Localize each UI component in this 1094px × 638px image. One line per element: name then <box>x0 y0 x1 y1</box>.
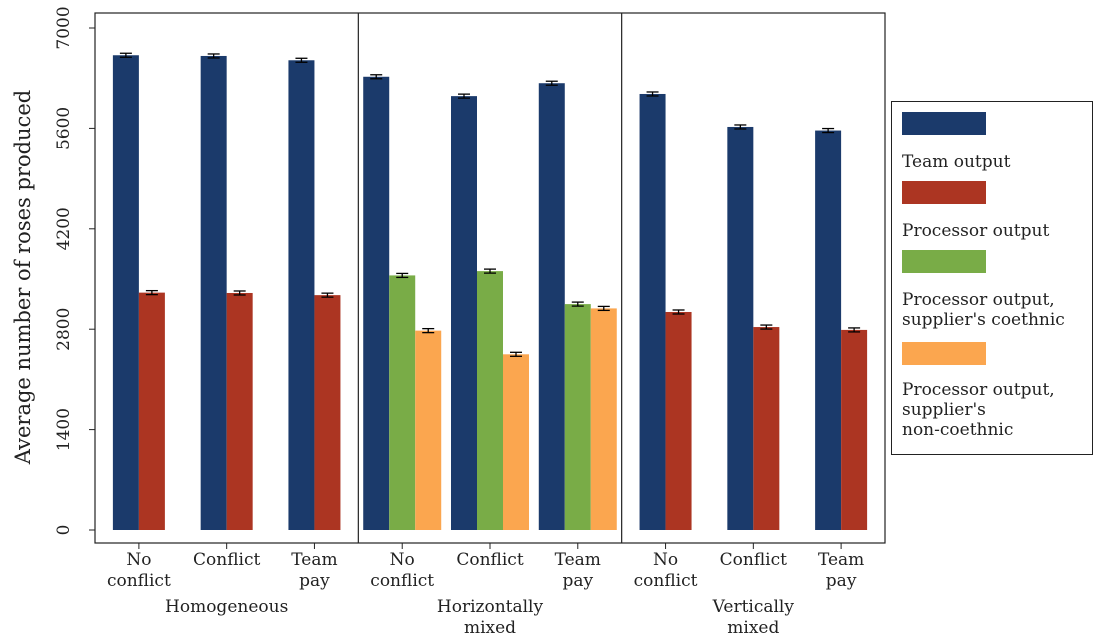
y-tick-label: 1400 <box>54 408 74 451</box>
bar-processor-output <box>665 311 692 530</box>
bar-team-output <box>451 96 477 530</box>
y-tick-label: 2800 <box>54 308 74 351</box>
bar-processor-output-supplier-s-non-coethnic <box>590 308 617 530</box>
bar-team-output <box>538 83 565 530</box>
legend-swatch-coethnic <box>902 250 986 273</box>
legend-swatch-processor-output <box>902 181 986 204</box>
legend-swatch-team-output <box>902 112 986 135</box>
bar-team-output <box>815 130 842 530</box>
bar-processor-output-supplier-s-coethnic <box>477 271 503 530</box>
legend-label-non-coethnic: Processor output, supplier's non-coethni… <box>902 380 1055 440</box>
group-label: Homogeneous <box>165 597 288 617</box>
bar-processor-output <box>138 292 165 530</box>
bar-processor-output <box>314 295 341 530</box>
y-tick-label: 4200 <box>54 207 74 250</box>
legend-label-coethnic: Processor output, supplier's coethnic <box>902 290 1065 330</box>
bar-processor-output <box>226 292 253 530</box>
bar-team-output <box>727 126 754 531</box>
bar-processor-output <box>841 329 868 530</box>
legend-label-processor-output: Processor output <box>902 221 1050 241</box>
y-tick-label: 5600 <box>54 107 74 150</box>
x-tick-label: No conflict <box>107 550 171 591</box>
bar-team-output <box>200 55 227 531</box>
bar-team-output <box>288 60 315 531</box>
bar-processor-output-supplier-s-non-coethnic <box>503 354 529 530</box>
x-tick-label: Conflict <box>720 550 787 570</box>
bar-team-output <box>112 55 139 530</box>
x-tick-label: Conflict <box>456 550 523 570</box>
bar-processor-output-supplier-s-coethnic <box>389 275 416 530</box>
x-tick-label: Team pay <box>291 550 337 591</box>
x-tick-label: Conflict <box>193 550 260 570</box>
bar-processor-output-supplier-s-coethnic <box>564 304 591 530</box>
group-label: Horizontally mixed <box>437 597 544 638</box>
legend-swatch-non-coethnic <box>902 342 986 365</box>
bar-processor-output <box>753 327 780 530</box>
legend: Team output Processor output Processor o… <box>891 101 1093 455</box>
y-tick-label: 0 <box>54 525 74 536</box>
x-tick-label: No conflict <box>634 550 698 591</box>
y-axis-title: Average number of roses produced <box>11 90 35 465</box>
x-tick-label: No conflict <box>370 550 434 591</box>
bar-team-output <box>639 93 666 530</box>
x-tick-label: Team pay <box>818 550 864 591</box>
bar-team-output <box>363 76 390 530</box>
x-tick-label: Team pay <box>555 550 601 591</box>
bar-processor-output-supplier-s-non-coethnic <box>415 330 442 530</box>
group-label: Vertically mixed <box>712 597 795 638</box>
plot-area: 0 1400 2800 4200 5600 7000 Average number of r… <box>11 6 886 638</box>
y-tick-label: 7000 <box>54 6 74 49</box>
legend-label-team-output: Team output <box>902 152 1011 172</box>
